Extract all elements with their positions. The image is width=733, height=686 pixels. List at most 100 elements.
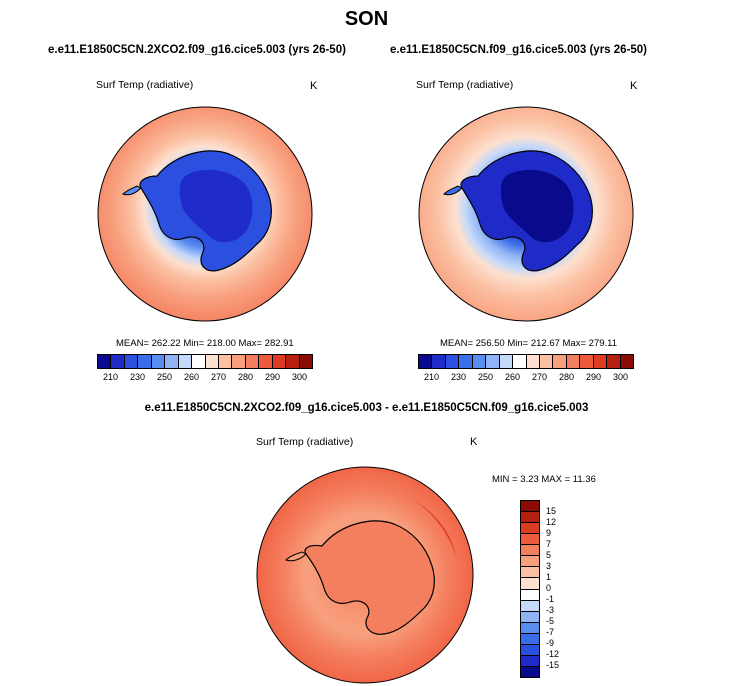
diff-colorbar-tick-label: -12 (546, 649, 560, 659)
diff-colorbar-swatch (521, 556, 539, 568)
colorbar-swatch (165, 355, 179, 368)
panel1-case-title: e.e11.E1850C5CN.2XCO2.f09_g16.cice5.003 … (48, 44, 346, 56)
colorbar-swatch (111, 355, 125, 368)
colorbar-tick-label: 260 (504, 372, 521, 382)
colorbar-swatch (580, 355, 594, 368)
diff-colorbar-tick-label: -1 (546, 594, 555, 604)
diff-stats: MIN = 3.23 MAX = 11.36 (492, 474, 596, 485)
panel2-case-title: e.e11.E1850C5CN.f09_g16.cice5.003 (yrs 2… (390, 44, 648, 56)
colorbar-tick-label: 300 (612, 372, 629, 382)
colorbar-tick-label: 260 (183, 372, 200, 382)
panel2-stats: MEAN= 256.50 Min= 212.67 Max= 279.11 (440, 338, 618, 349)
colorbar-swatch (593, 355, 608, 368)
diff-peninsula (285, 551, 307, 562)
diff-colorbar-tick-label: 3 (546, 561, 552, 571)
colorbar-swatch (178, 355, 193, 368)
colorbar-swatch (192, 355, 206, 368)
colorbar-swatch (245, 355, 260, 368)
panel1-interior-cold (179, 169, 253, 243)
colorbar-swatch (526, 355, 540, 368)
diff-antarctica-outline (304, 520, 435, 635)
colorbar-swatch (272, 355, 287, 368)
colorbar-tick-label: 250 (156, 372, 173, 382)
colorbar-swatch (566, 355, 581, 368)
colorbar-swatch (124, 355, 139, 368)
diff-colorbar-swatch (521, 655, 539, 667)
panel1-stats: MEAN= 262.22 Min= 218.00 Max= 282.91 (116, 338, 294, 349)
colorbar-swatch (205, 355, 219, 368)
diff-colorbar-swatch (521, 523, 539, 535)
colorbar-tick-label: 230 (129, 372, 146, 382)
colorbar-swatch (539, 355, 554, 368)
panel2-variable-label: Surf Temp (radiative) (416, 79, 514, 91)
diff-colorbar-swatch (521, 633, 539, 645)
diff-colorbar-tick-label: 9 (546, 528, 552, 538)
colorbar-swatch (553, 355, 567, 368)
colorbar-tick-label: 210 (102, 372, 119, 382)
colorbar-tick-label: 280 (558, 372, 575, 382)
colorbar-tick-label: 290 (264, 372, 281, 382)
diff-colorbar-swatch (521, 534, 539, 546)
colorbar-tick-label: 250 (477, 372, 494, 382)
page-title: SON (344, 8, 389, 30)
diff-colorbar-tick-label: 5 (546, 550, 552, 560)
diff-colorbar-tick-label: 15 (546, 506, 557, 516)
panel2-colorbar: 210 230 250 260 270 280 290 300 (418, 354, 634, 384)
colorbar-tick-label: 270 (210, 372, 227, 382)
colorbar-tick-label: 300 (291, 372, 308, 382)
colorbar-swatch (499, 355, 514, 368)
diff-units: K (470, 436, 478, 448)
colorbar-swatch (138, 355, 152, 368)
colorbar-tick-label: 210 (423, 372, 440, 382)
diff-colorbar-swatch (521, 512, 539, 524)
colorbar-tick-label: 270 (531, 372, 548, 382)
panel2-interior-cold (500, 169, 574, 243)
diff-colorbar-tick-label: -5 (546, 616, 555, 626)
diff-variable-label: Surf Temp (radiative) (256, 436, 354, 448)
diff-colorbar-tick-label: 0 (546, 583, 552, 593)
panel1-colorbar: 210 230 250 260 270 280 290 300 (97, 354, 313, 384)
colorbar-swatch (98, 355, 112, 368)
colorbar-tick-label: 280 (237, 372, 254, 382)
colorbar-swatch (218, 355, 233, 368)
diff-colorbar-swatch (521, 545, 539, 557)
colorbar-swatch (459, 355, 473, 368)
colorbar-swatch (445, 355, 460, 368)
panel1-polar-map (97, 106, 313, 322)
diff-colorbar-swatch (521, 611, 539, 623)
diff-colorbar-swatch (521, 666, 539, 677)
diff-colorbar-tick-label: -9 (546, 638, 555, 648)
colorbar-swatch (259, 355, 273, 368)
colorbar-swatch (151, 355, 166, 368)
diff-colorbar-swatch (521, 644, 539, 656)
panel2-polar-map (418, 106, 634, 322)
diff-colorbar-tick-label: -15 (546, 660, 560, 670)
diff-colorbar-swatch (521, 622, 539, 634)
colorbar-swatch (299, 355, 312, 368)
colorbar-swatch (419, 355, 433, 368)
diff-colorbar-tick-label: 1 (546, 572, 552, 582)
diff-colorbar-tick-label: 7 (546, 539, 552, 549)
diff-colorbar-swatch (521, 578, 539, 590)
diff-colorbar-swatch (521, 567, 539, 579)
colorbar-swatch (620, 355, 633, 368)
diff-colorbar-tick-label: 12 (546, 517, 557, 527)
colorbar-swatch (607, 355, 621, 368)
diff-title: e.e11.E1850C5CN.2XCO2.f09_g16.cice5.003 … (144, 402, 589, 414)
diff-colorbar-tick-label: -3 (546, 605, 555, 615)
colorbar-swatch (486, 355, 500, 368)
colorbar-swatch (432, 355, 446, 368)
colorbar-swatch (472, 355, 487, 368)
panel2-units: K (630, 80, 638, 92)
colorbar-tick-label: 290 (585, 372, 602, 382)
colorbar-swatch (513, 355, 527, 368)
colorbar-tick-label: 230 (450, 372, 467, 382)
diff-colorbar-swatch (521, 501, 539, 513)
colorbar-swatch (286, 355, 300, 368)
diff-colorbar: 15 12 9 7 5 3 1 0 -1 -3 -5 -7 -9 -12 -15 (520, 500, 580, 678)
panel1-peninsula (122, 185, 142, 196)
panel1-variable-label: Surf Temp (radiative) (96, 79, 194, 91)
diff-colorbar-tick-label: -7 (546, 627, 555, 637)
panel2-peninsula (443, 185, 463, 196)
diff-polar-map (256, 466, 474, 684)
